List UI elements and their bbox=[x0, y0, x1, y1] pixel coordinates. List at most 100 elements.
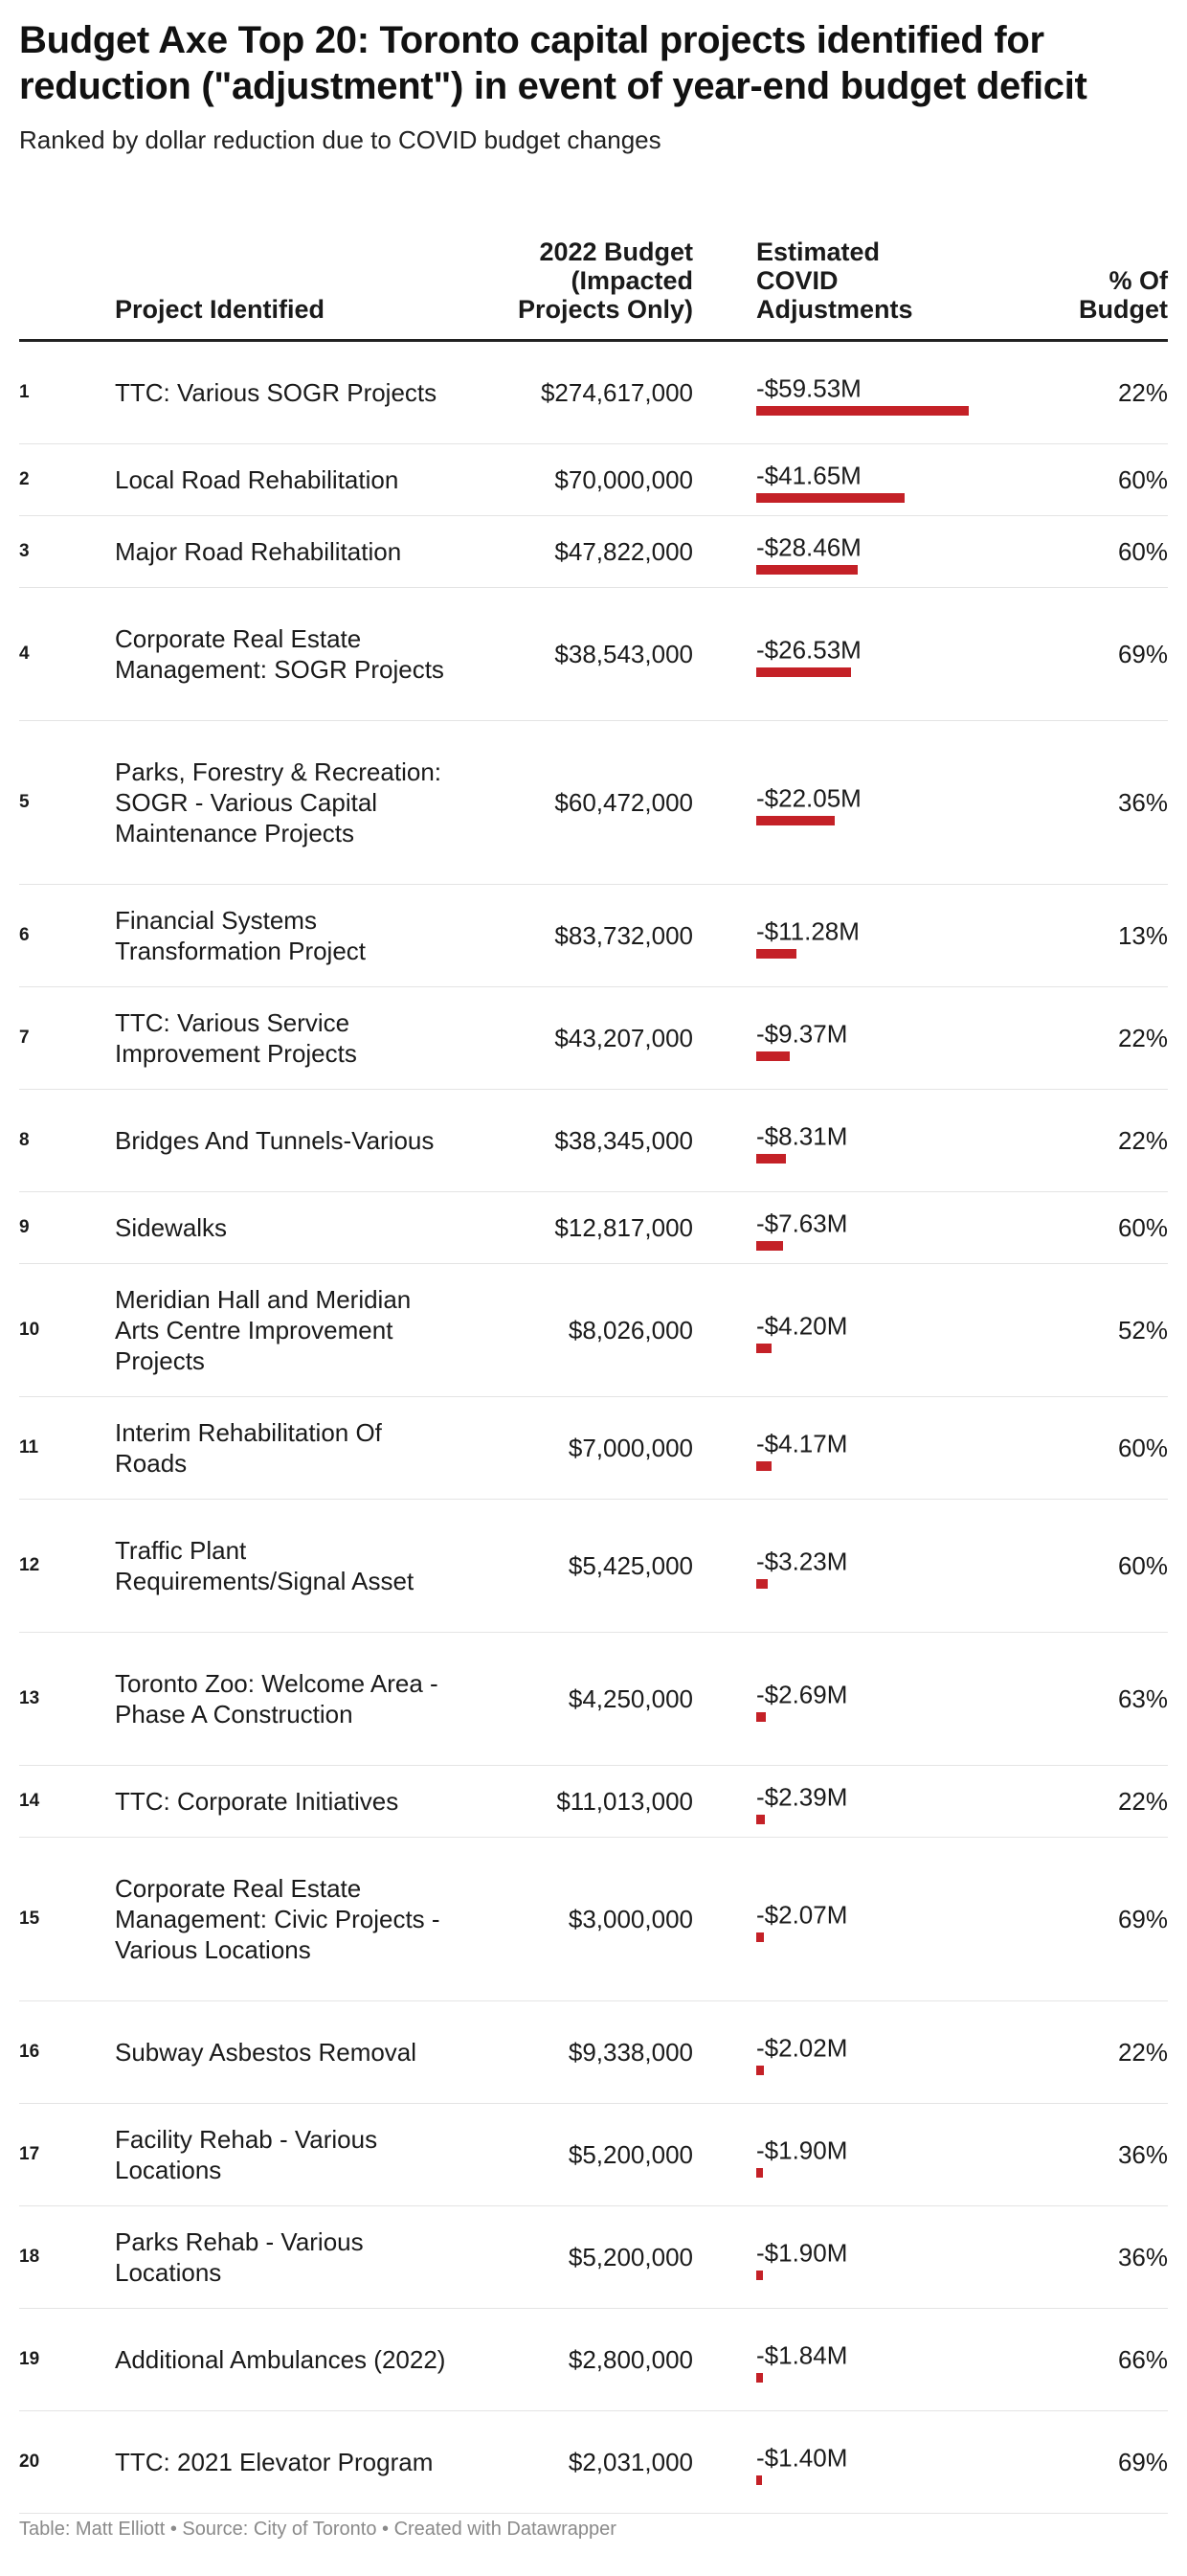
header-budget: 2022 Budget (Impacted Projects Only) bbox=[517, 237, 693, 324]
row-rank: 4 bbox=[19, 644, 30, 664]
table-row: 12 Traffic Plant Requirements/Signal Asse… bbox=[19, 1500, 1168, 1633]
adjustment-bar bbox=[756, 2373, 763, 2383]
row-percent: 22% bbox=[1117, 2038, 1168, 2067]
row-project: Meridian Hall and Meridian Arts Centre I… bbox=[115, 1285, 412, 1375]
row-rank: 1 bbox=[19, 382, 30, 402]
row-rank: 15 bbox=[19, 1909, 40, 1929]
row-rank: 13 bbox=[19, 1688, 40, 1708]
row-rank: 20 bbox=[19, 2452, 40, 2472]
row-adjustment-label: -$22.05M bbox=[756, 783, 862, 813]
table-row: 1 TTC: Various SOGR Projects $274,617,000 -… bbox=[19, 342, 1168, 444]
row-adjustment-label: -$4.17M bbox=[756, 1429, 848, 1458]
adjustment-bar bbox=[756, 1154, 786, 1164]
row-percent: 69% bbox=[1117, 1905, 1168, 1933]
chart-subtitle: Ranked by dollar reduction due to COVID … bbox=[19, 125, 661, 154]
row-budget: $5,200,000 bbox=[568, 2140, 693, 2169]
row-project: TTC: Various SOGR Projects bbox=[115, 378, 437, 407]
row-project: Major Road Rehabilitation bbox=[115, 537, 402, 566]
row-percent: 69% bbox=[1117, 2448, 1168, 2476]
adjustment-bar bbox=[756, 816, 836, 825]
row-rank: 6 bbox=[19, 925, 30, 945]
header-project: Project Identified bbox=[115, 295, 325, 324]
row-percent: 60% bbox=[1117, 1551, 1168, 1580]
table-row: 2 Local Road Rehabilitation $70,000,000 -$4… bbox=[19, 444, 1168, 516]
table-row: 17 Facility Rehab - Various Locations $5,2… bbox=[19, 2104, 1168, 2206]
table-body: 1 TTC: Various SOGR Projects $274,617,000 -… bbox=[19, 342, 1168, 2514]
table-row: 14 TTC: Corporate Initiatives $11,013,000 -… bbox=[19, 1766, 1168, 1838]
adjustment-bar bbox=[756, 406, 969, 416]
row-adjustment-label: -$8.31M bbox=[756, 1121, 848, 1151]
table-row: 4 Corporate Real Estate Management: SOGR … bbox=[19, 588, 1168, 721]
row-adjustment-label: -$1.84M bbox=[756, 2340, 848, 2370]
adjustment-bar bbox=[756, 2475, 762, 2485]
row-project: Financial Systems Transformation Project bbox=[115, 906, 367, 965]
row-adjustment-label: -$7.63M bbox=[756, 1209, 848, 1238]
chart-container: Budget Axe Top 20: Toronto capital proje… bbox=[19, 0, 1168, 2514]
row-budget: $38,543,000 bbox=[554, 640, 693, 668]
row-project: Parks, Forestry & Recreation: SOGR - Var… bbox=[115, 757, 441, 847]
row-budget: $2,031,000 bbox=[568, 2448, 693, 2476]
row-percent: 22% bbox=[1117, 1024, 1168, 1052]
row-project: Facility Rehab - Various Locations bbox=[115, 2125, 378, 2184]
row-project: TTC: 2021 Elevator Program bbox=[115, 2448, 434, 2476]
row-percent: 36% bbox=[1117, 788, 1168, 817]
header-percent: % Of Budget bbox=[1079, 266, 1168, 324]
row-project: Parks Rehab - Various Locations bbox=[115, 2227, 364, 2287]
table-row: 7 TTC: Various Service Improvement Projec… bbox=[19, 987, 1168, 1090]
adjustment-bar bbox=[756, 2168, 764, 2178]
table-row: 5 Parks, Forestry & Recreation: SOGR - Va… bbox=[19, 721, 1168, 885]
row-percent: 60% bbox=[1117, 1434, 1168, 1462]
row-percent: 52% bbox=[1117, 1316, 1168, 1344]
row-project: Corporate Real Estate Management: Civic … bbox=[115, 1874, 440, 1964]
table-row: 19 Additional Ambulances (2022) $2,800,000… bbox=[19, 2309, 1168, 2411]
table-row: 18 Parks Rehab - Various Locations $5,200,… bbox=[19, 2206, 1168, 2309]
row-percent: 22% bbox=[1117, 378, 1168, 407]
table-row: 8 Bridges And Tunnels-Various $38,345,000 -… bbox=[19, 1090, 1168, 1192]
row-rank: 18 bbox=[19, 2247, 40, 2267]
table-row: 3 Major Road Rehabilitation $47,822,000 -$2… bbox=[19, 516, 1168, 588]
table-row: 6 Financial Systems Transformation Projec… bbox=[19, 885, 1168, 987]
row-percent: 63% bbox=[1117, 1684, 1168, 1713]
row-adjustment-label: -$1.90M bbox=[756, 2135, 848, 2165]
adjustment-bar bbox=[756, 565, 859, 575]
row-budget: $38,345,000 bbox=[554, 1126, 693, 1155]
row-project: Corporate Real Estate Management: SOGR P… bbox=[115, 624, 444, 684]
header-adjustment: Estimated COVID Adjustments bbox=[756, 237, 913, 324]
row-adjustment-label: -$26.53M bbox=[756, 635, 862, 665]
adjustment-bar bbox=[756, 1241, 784, 1251]
row-percent: 69% bbox=[1117, 640, 1168, 668]
row-budget: $5,200,000 bbox=[568, 2243, 693, 2271]
adjustment-bar bbox=[756, 1344, 772, 1353]
row-adjustment-label: -$1.40M bbox=[756, 2443, 848, 2473]
chart-footer: Table: Matt Elliott • Source: City of To… bbox=[19, 2519, 616, 2540]
row-percent: 36% bbox=[1117, 2140, 1168, 2169]
row-percent: 22% bbox=[1117, 1787, 1168, 1816]
table-row: 13 Toronto Zoo: Welcome Area - Phase A Co… bbox=[19, 1633, 1168, 1766]
row-adjustment-label: -$11.28M bbox=[756, 916, 860, 946]
row-budget: $7,000,000 bbox=[568, 1434, 693, 1462]
row-budget: $4,250,000 bbox=[568, 1684, 693, 1713]
row-percent: 60% bbox=[1117, 465, 1168, 494]
row-project: Subway Asbestos Removal bbox=[115, 2038, 417, 2067]
row-adjustment-label: -$59.53M bbox=[756, 373, 862, 403]
adjustment-bar bbox=[756, 667, 851, 677]
adjustment-bar bbox=[756, 2066, 764, 2075]
row-rank: 9 bbox=[19, 1217, 30, 1237]
row-rank: 14 bbox=[19, 1791, 40, 1811]
row-budget: $60,472,000 bbox=[554, 788, 693, 817]
row-project: Sidewalks bbox=[115, 1213, 228, 1242]
row-project: TTC: Various Service Improvement Project… bbox=[115, 1008, 357, 1068]
row-rank: 19 bbox=[19, 2349, 40, 2369]
adjustment-bar bbox=[756, 493, 906, 503]
table-header: Project Identified 2022 Budget (Impacted… bbox=[19, 218, 1168, 342]
row-percent: 66% bbox=[1117, 2345, 1168, 2374]
row-rank: 5 bbox=[19, 792, 30, 812]
row-percent: 13% bbox=[1117, 921, 1168, 950]
row-rank: 8 bbox=[19, 1130, 30, 1150]
row-project: TTC: Corporate Initiatives bbox=[115, 1787, 399, 1816]
row-adjustment-label: -$28.46M bbox=[756, 532, 862, 562]
row-rank: 10 bbox=[19, 1320, 40, 1340]
adjustment-bar bbox=[756, 1051, 790, 1061]
adjustment-bar bbox=[756, 1712, 767, 1722]
row-budget: $3,000,000 bbox=[568, 1905, 693, 1933]
